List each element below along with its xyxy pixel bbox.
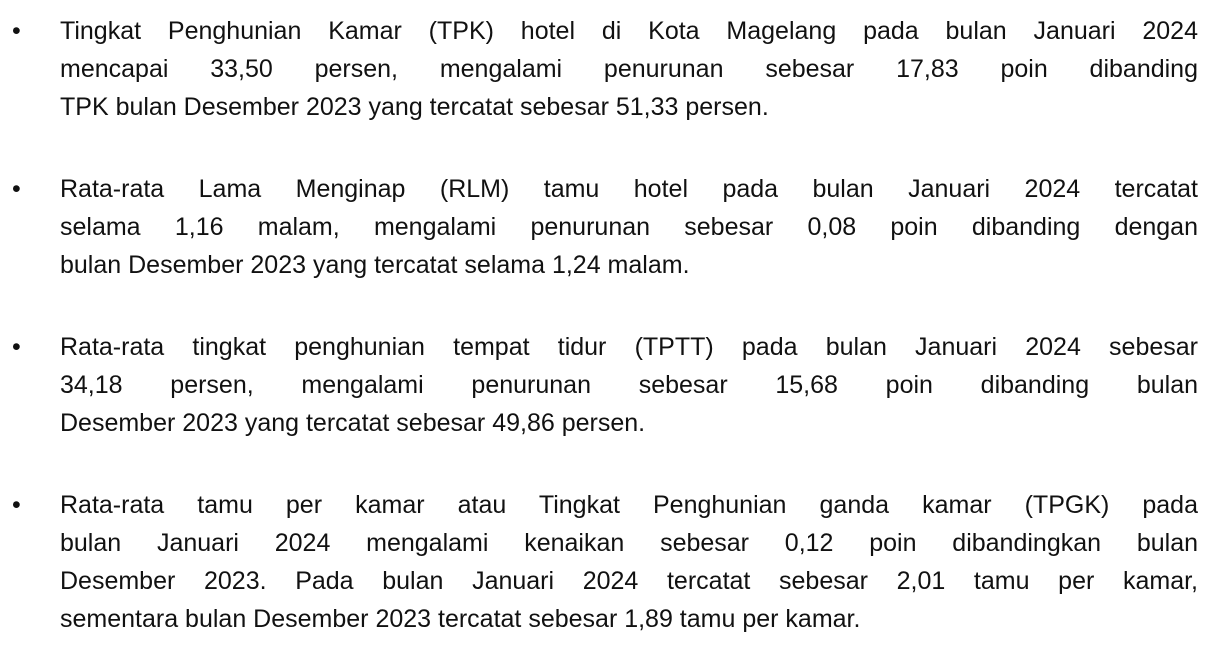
text-line: bulan Januari 2024 mengalami kenaikan se… (60, 529, 1198, 557)
bullet-icon: • (12, 333, 21, 361)
text-line: Rata-rata Lama Menginap (RLM) tamu hotel… (60, 175, 1198, 203)
text-line: Desember 2023. Pada bulan Januari 2024 t… (60, 567, 1198, 595)
text-line: sementara bulan Desember 2023 tercatat s… (60, 605, 861, 633)
text-line: Tingkat Penghunian Kamar (TPK) hotel di … (60, 17, 1198, 45)
text-line: Rata-rata tamu per kamar atau Tingkat Pe… (60, 491, 1198, 519)
bullet-paragraph: • Rata-rata Lama Menginap (RLM) tamu hote… (0, 170, 1198, 284)
text-line: 34,18 persen, mengalami penurunan sebesa… (60, 371, 1198, 399)
text-line: Rata-rata tingkat penghunian tempat tidu… (60, 333, 1198, 361)
text-line: selama 1,16 malam, mengalami penurunan s… (60, 213, 1198, 241)
bullet-paragraph: • Rata-rata tamu per kamar atau Tingkat P… (0, 486, 1198, 638)
bullet-paragraph: • Tingkat Penghunian Kamar (TPK) hotel di… (0, 12, 1198, 126)
text-line: Desember 2023 yang tercatat sebesar 49,8… (60, 409, 646, 437)
text-line: mencapai 33,50 persen, mengalami penurun… (60, 55, 1198, 83)
text-line: TPK bulan Desember 2023 yang tercatat se… (60, 93, 769, 121)
bullet-paragraph: • Rata-rata tingkat penghunian tempat tid… (0, 328, 1198, 442)
text-line: bulan Desember 2023 yang tercatat selama… (60, 251, 690, 279)
bullet-icon: • (12, 17, 21, 45)
bullet-icon: • (12, 175, 21, 203)
bullet-icon: • (12, 491, 21, 519)
